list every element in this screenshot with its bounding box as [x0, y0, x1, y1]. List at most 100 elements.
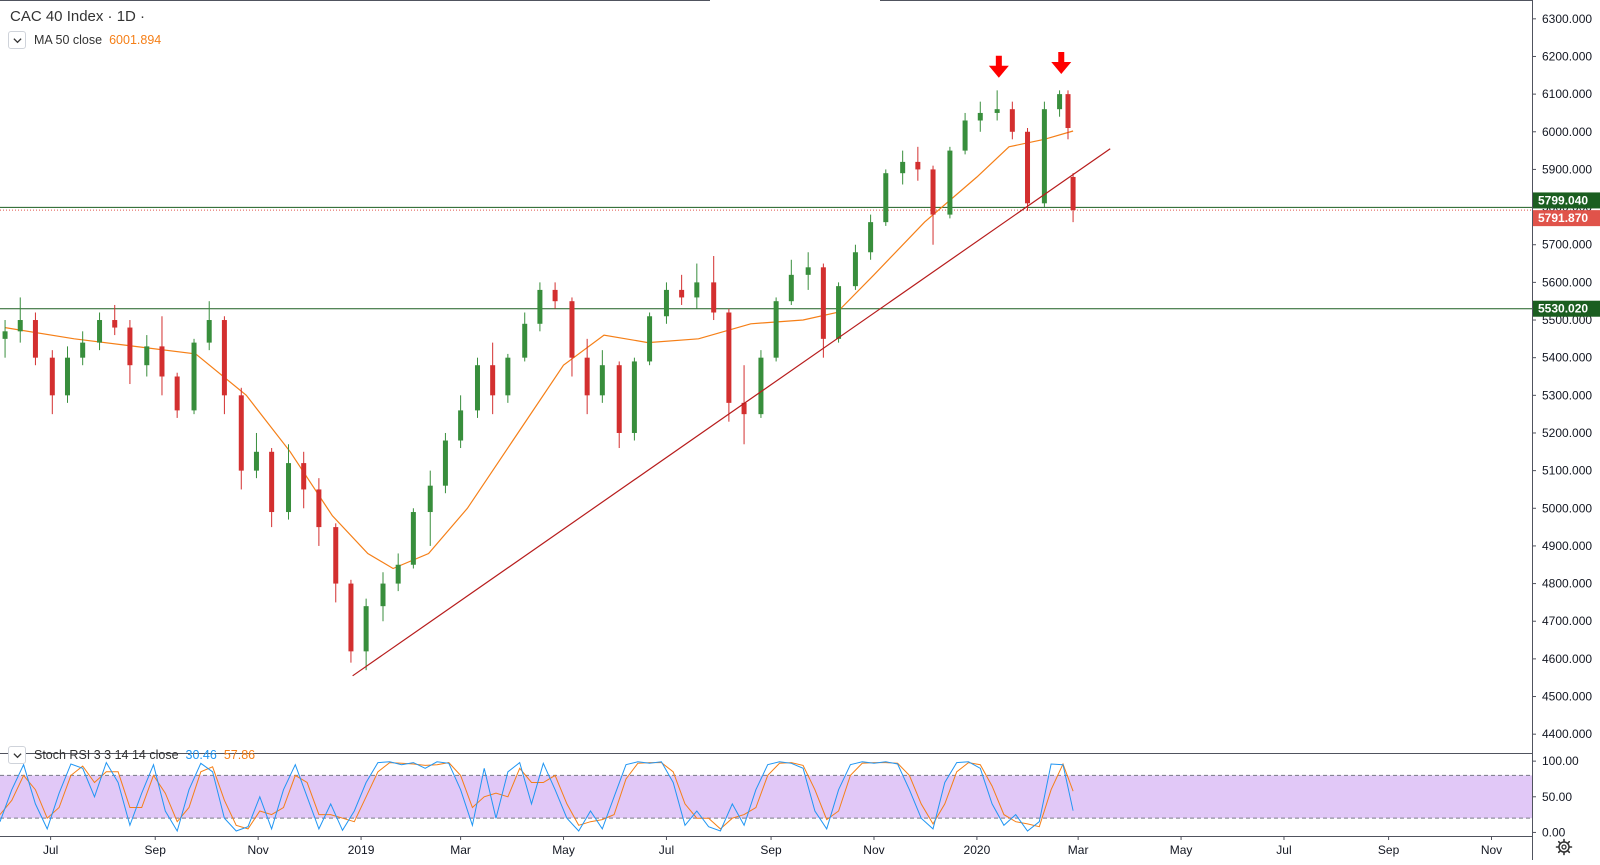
- annotations: [988, 52, 1072, 78]
- candle: [112, 304, 118, 336]
- time-tick-label: 2019: [348, 843, 375, 857]
- stoch-band-fill: [0, 775, 1532, 819]
- candle: [2, 320, 8, 358]
- candle: [80, 331, 86, 366]
- candle: [1025, 128, 1031, 211]
- candle: [286, 444, 292, 520]
- candle: [868, 214, 874, 260]
- candle: [741, 365, 747, 445]
- settings-button[interactable]: [1555, 838, 1573, 856]
- time-tick-label: Jul: [43, 843, 58, 857]
- candle: [900, 150, 906, 185]
- candle: [773, 297, 779, 362]
- stoch-k-line: [0, 761, 1074, 833]
- candle: [994, 90, 1000, 121]
- arrow-down-icon: [1051, 52, 1072, 75]
- candle: [191, 338, 197, 415]
- candle: [552, 282, 558, 309]
- svg-text:5791.870: 5791.870: [1538, 211, 1588, 225]
- candle: [805, 252, 811, 290]
- candle: [1009, 101, 1015, 140]
- candle: [694, 263, 700, 309]
- candle: [32, 312, 38, 366]
- candle: [410, 508, 416, 569]
- osc-tick-label: 100.00: [1542, 754, 1579, 768]
- support-price-label: 5530.020: [1533, 300, 1600, 317]
- stoch-rsi-legend-label: Stoch RSI 3 3 14 14 close: [34, 748, 179, 762]
- price-tick-label: 4500.000: [1542, 690, 1592, 704]
- osc-tick-label: 50.00: [1542, 790, 1572, 804]
- time-tick-label: Mar: [450, 843, 471, 857]
- symbol-title[interactable]: CAC 40 Index · 1D ·: [10, 8, 146, 25]
- candle: [1041, 101, 1047, 208]
- current-price-label: 5791.870: [1533, 210, 1600, 227]
- price-tick-label: 5700.000: [1542, 238, 1592, 252]
- time-tick-label: Sep: [145, 843, 167, 857]
- candle: [1070, 173, 1076, 223]
- candle: [238, 387, 244, 490]
- ma-legend[interactable]: MA 50 close 6001.894: [8, 31, 161, 49]
- candle: [127, 320, 133, 385]
- candle: [537, 282, 543, 332]
- chevron-down-icon: [12, 752, 22, 758]
- time-tick-label: 2020: [964, 843, 991, 857]
- price-tick-label: 5600.000: [1542, 275, 1592, 289]
- candle: [663, 282, 669, 324]
- time-tick-label: May: [552, 843, 575, 857]
- candle: [174, 372, 180, 418]
- symbol-legend[interactable]: CAC 40 Index · 1D ·: [10, 8, 145, 25]
- collapse-legend-button[interactable]: [8, 31, 26, 49]
- gear-icon: [1555, 838, 1573, 856]
- price-tick-label: 4700.000: [1542, 614, 1592, 628]
- candle: [679, 274, 685, 305]
- time-tick-label: Sep: [760, 843, 782, 857]
- svg-text:5530.020: 5530.020: [1538, 302, 1588, 316]
- candle: [490, 342, 496, 415]
- candle: [442, 432, 448, 494]
- candle: [788, 259, 794, 305]
- candle: [206, 301, 212, 351]
- price-tick-label: 5000.000: [1542, 501, 1592, 515]
- candle: [427, 470, 433, 546]
- candle: [1057, 90, 1063, 117]
- time-tick-label: Jul: [659, 843, 674, 857]
- svg-text:5799.040: 5799.040: [1538, 193, 1588, 207]
- candle: [363, 598, 369, 671]
- candle: [458, 395, 464, 449]
- candlestick-series: [2, 90, 1076, 671]
- candle: [947, 146, 953, 219]
- ma-50-line: [5, 130, 1074, 570]
- candle: [852, 244, 858, 290]
- candle: [64, 346, 70, 403]
- price-axis[interactable]: 6300.000 6200.000 6100.000 6000.000 5900.000…: [1532, 12, 1592, 741]
- trendline-segment[interactable]: [352, 148, 1111, 677]
- price-tick-label: 4800.000: [1542, 577, 1592, 591]
- price-labels: 5799.040 5791.870 5530.020: [1533, 192, 1600, 317]
- price-tick-label: 5100.000: [1542, 464, 1592, 478]
- stoch-rsi-legend[interactable]: Stoch RSI 3 3 14 14 close 30.46 57.86: [8, 746, 255, 764]
- candle: [584, 338, 590, 415]
- trendline[interactable]: [352, 148, 1111, 677]
- time-axis[interactable]: Jul Sep Nov 2019 Mar May Jul Sep Nov 2020 Mar May Ju…: [43, 836, 1502, 857]
- price-tick-label: 6200.000: [1542, 49, 1592, 63]
- candle: [599, 350, 605, 403]
- candle: [144, 335, 150, 377]
- candle: [883, 169, 889, 226]
- osc-tick-label: 0.00: [1542, 825, 1566, 839]
- price-tick-label: 5200.000: [1542, 426, 1592, 440]
- time-tick-label: Mar: [1068, 843, 1089, 857]
- time-tick-label: Sep: [1378, 843, 1400, 857]
- collapse-stoch-button[interactable]: [8, 746, 26, 764]
- candle: [159, 316, 165, 396]
- candle: [962, 112, 968, 155]
- candle: [820, 263, 826, 358]
- candle: [49, 350, 55, 415]
- candle: [726, 308, 732, 422]
- candle: [758, 350, 764, 418]
- ma-50-path: [5, 130, 1074, 570]
- price-tick-label: 6100.000: [1542, 87, 1592, 101]
- candle: [17, 297, 23, 343]
- candle: [1065, 90, 1071, 140]
